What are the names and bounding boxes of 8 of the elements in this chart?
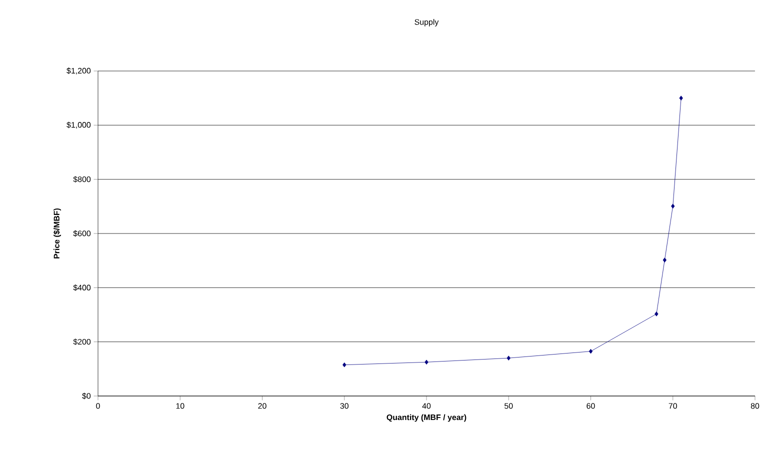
point	[679, 96, 683, 100]
point	[662, 258, 667, 262]
point	[342, 362, 346, 368]
point	[671, 204, 675, 209]
point	[588, 348, 593, 354]
point	[506, 356, 510, 360]
point	[424, 360, 428, 365]
point	[654, 312, 658, 316]
